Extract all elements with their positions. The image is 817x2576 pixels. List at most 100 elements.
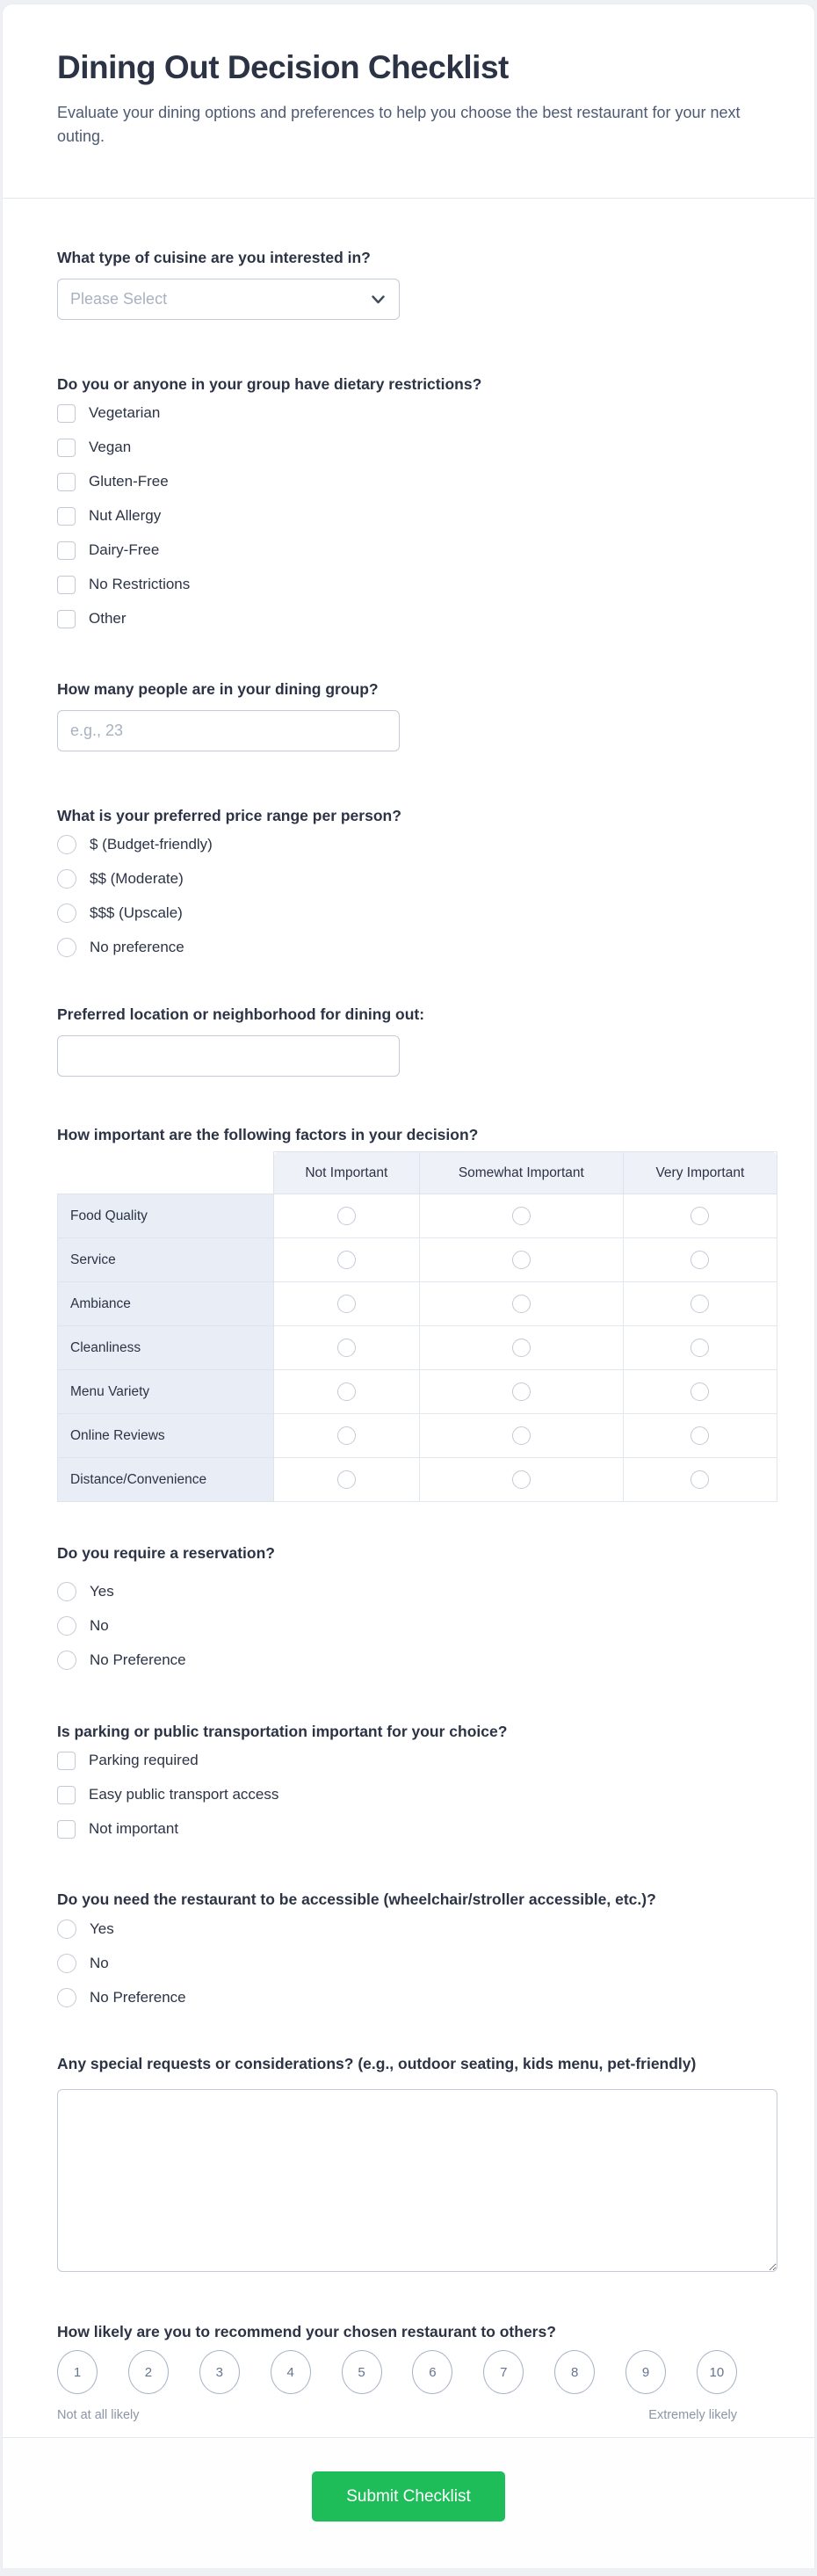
matrix-radio[interactable]: [690, 1426, 710, 1445]
matrix-row: Ambiance: [57, 1281, 778, 1326]
checkbox[interactable]: [57, 609, 76, 628]
group-size-input[interactable]: [57, 710, 400, 751]
checkbox[interactable]: [57, 541, 76, 560]
matrix-cell: [272, 1281, 420, 1326]
matrix-radio[interactable]: [336, 1207, 356, 1225]
scale-value-button[interactable]: 10: [696, 2350, 737, 2394]
radio-option[interactable]: No preference: [57, 938, 777, 957]
matrix-column-header: Somewhat Important: [418, 1151, 624, 1194]
radio-button[interactable]: [57, 1616, 76, 1636]
matrix-radio[interactable]: [690, 1382, 710, 1401]
matrix-radio[interactable]: [511, 1339, 531, 1357]
matrix-row: Service: [57, 1237, 778, 1282]
matrix-row: Online Reviews: [57, 1413, 778, 1458]
checkbox[interactable]: [57, 1819, 76, 1839]
option-label: Nut Allergy: [89, 507, 162, 524]
question-cuisine: What type of cuisine are you interested …: [57, 248, 777, 320]
accessibility-options: Yes No No Preference: [57, 1919, 777, 2007]
checkbox-option[interactable]: Dairy-Free: [57, 541, 777, 560]
radio-option[interactable]: No: [57, 1616, 777, 1636]
checkbox-option[interactable]: Vegan: [57, 438, 777, 457]
radio-button[interactable]: [57, 835, 76, 854]
checkbox-option[interactable]: Gluten-Free: [57, 472, 777, 491]
radio-option[interactable]: No: [57, 1954, 777, 1973]
location-input[interactable]: [57, 1035, 400, 1077]
scale-value-button[interactable]: 2: [127, 2350, 169, 2394]
matrix-radio[interactable]: [511, 1382, 531, 1401]
radio-button[interactable]: [57, 1954, 76, 1973]
question-dietary: Do you or anyone in your group have diet…: [57, 374, 777, 628]
radio-option[interactable]: No Preference: [57, 1651, 777, 1670]
matrix-radio[interactable]: [336, 1426, 356, 1445]
matrix-cell: [272, 1194, 420, 1238]
matrix-radio[interactable]: [511, 1470, 531, 1489]
matrix-corner-cell: [58, 1152, 274, 1194]
radio-option[interactable]: Yes: [57, 1582, 777, 1601]
checkbox-option[interactable]: Easy public transport access: [57, 1785, 777, 1804]
matrix-radio[interactable]: [336, 1339, 356, 1357]
matrix-radio[interactable]: [336, 1251, 356, 1269]
form-subtitle: Evaluate your dining options and prefere…: [57, 104, 741, 145]
checkbox-option[interactable]: Nut Allergy: [57, 506, 777, 526]
option-label: No Preference: [90, 1989, 186, 2006]
checkbox[interactable]: [57, 438, 76, 457]
matrix-radio[interactable]: [511, 1207, 531, 1225]
question-label: Preferred location or neighborhood for d…: [57, 1005, 425, 1023]
question-accessibility: Do you need the restaurant to be accessi…: [57, 1890, 777, 2007]
matrix-radio[interactable]: [690, 1207, 710, 1225]
matrix-radio[interactable]: [336, 1295, 356, 1313]
scale-value-button[interactable]: 7: [483, 2350, 524, 2394]
question-label: Any special requests or considerations? …: [57, 2055, 697, 2072]
question-parking: Is parking or public transportation impo…: [57, 1722, 777, 1839]
radio-option[interactable]: No Preference: [57, 1988, 777, 2007]
scale-value-button[interactable]: 9: [625, 2350, 666, 2394]
radio-button[interactable]: [57, 1919, 76, 1939]
scale-value-button[interactable]: 5: [341, 2350, 382, 2394]
checkbox-option[interactable]: Not important: [57, 1819, 777, 1839]
matrix-radio[interactable]: [511, 1295, 531, 1313]
cuisine-select[interactable]: Please Select: [57, 279, 400, 320]
checkbox-option[interactable]: Other: [57, 609, 777, 628]
special-requests-textarea[interactable]: [57, 2089, 777, 2272]
radio-option[interactable]: Yes: [57, 1919, 777, 1939]
question-label: How important are the following factors …: [57, 1126, 479, 1143]
scale-value-button[interactable]: 6: [412, 2350, 453, 2394]
checkbox[interactable]: [57, 403, 76, 423]
matrix-radio[interactable]: [511, 1251, 531, 1269]
scale-value-button[interactable]: 3: [199, 2350, 240, 2394]
option-label: Vegan: [89, 439, 132, 455]
matrix-cell: [622, 1237, 778, 1282]
checkbox-option[interactable]: Parking required: [57, 1751, 777, 1770]
checkbox[interactable]: [57, 575, 76, 594]
checkbox-option[interactable]: Vegetarian: [57, 403, 777, 423]
checkbox-option[interactable]: No Restrictions: [57, 575, 777, 594]
matrix-radio[interactable]: [690, 1470, 710, 1489]
matrix-radio[interactable]: [336, 1382, 356, 1401]
checkbox[interactable]: [57, 1785, 76, 1804]
radio-button[interactable]: [57, 903, 76, 923]
radio-button[interactable]: [57, 1651, 76, 1670]
scale-value-button[interactable]: 8: [554, 2350, 596, 2394]
checkbox[interactable]: [57, 506, 76, 526]
checkbox[interactable]: [57, 1751, 76, 1770]
radio-button[interactable]: [57, 869, 76, 889]
scale-value-button[interactable]: 1: [57, 2350, 98, 2394]
question-label: What type of cuisine are you interested …: [57, 249, 371, 266]
radio-button[interactable]: [57, 1988, 76, 2007]
submit-button[interactable]: Submit Checklist: [312, 2471, 505, 2522]
matrix-radio[interactable]: [690, 1251, 710, 1269]
matrix-radio[interactable]: [690, 1339, 710, 1357]
radio-option[interactable]: $ (Budget-friendly): [57, 835, 777, 854]
matrix-cell: [622, 1325, 778, 1370]
radio-option[interactable]: $$$ (Upscale): [57, 903, 777, 923]
matrix-radio[interactable]: [336, 1470, 356, 1489]
checkbox[interactable]: [57, 472, 76, 491]
matrix-cell: [622, 1281, 778, 1326]
radio-button[interactable]: [57, 1582, 76, 1601]
radio-option[interactable]: $$ (Moderate): [57, 869, 777, 889]
scale-value-button[interactable]: 4: [270, 2350, 311, 2394]
matrix-radio[interactable]: [511, 1426, 531, 1445]
radio-button[interactable]: [57, 938, 76, 957]
matrix-radio[interactable]: [690, 1295, 710, 1313]
matrix-cell: [272, 1325, 420, 1370]
